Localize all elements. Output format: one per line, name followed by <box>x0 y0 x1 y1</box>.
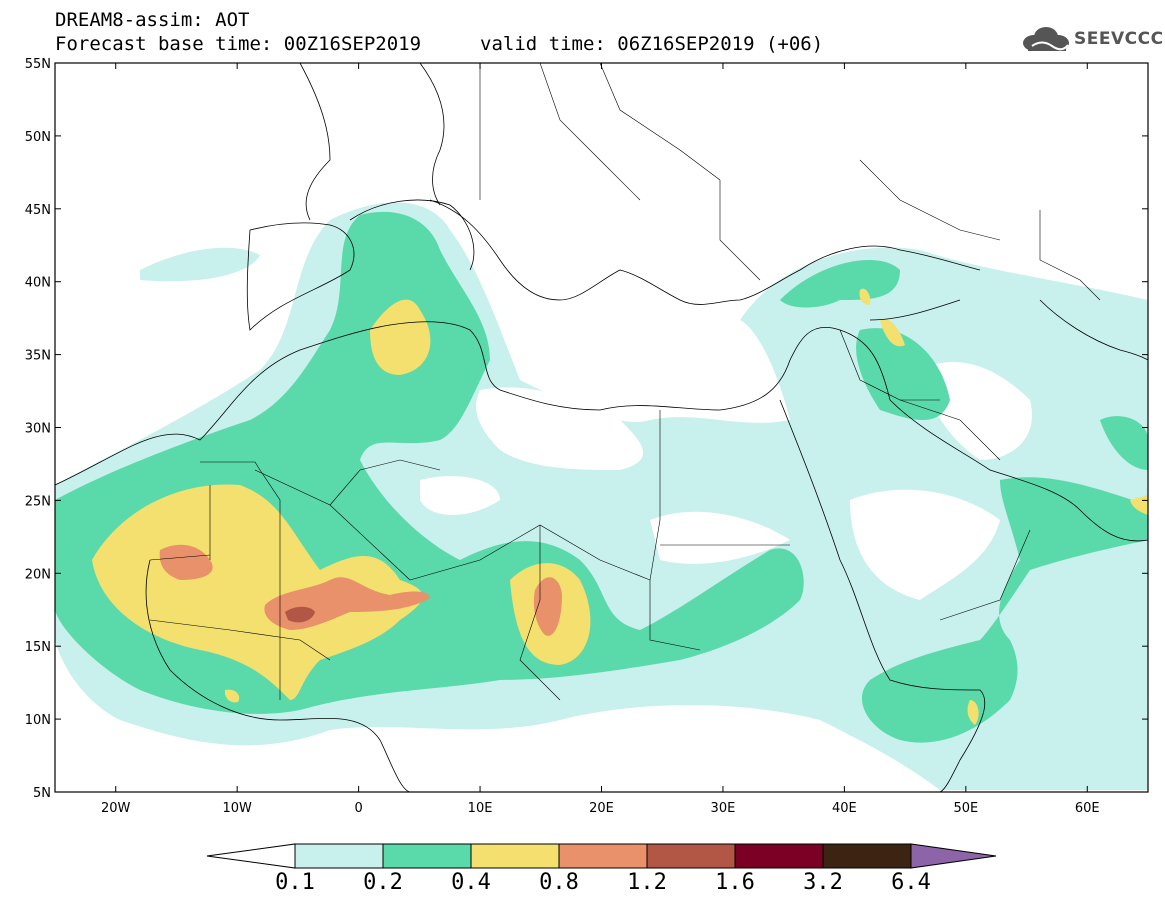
lon-label: 10E <box>468 801 493 816</box>
colorbar-segment <box>558 843 648 869</box>
lat-label: 5N <box>33 786 51 801</box>
colorbar-level-label: 0.2 <box>363 870 403 895</box>
colorbar-over-triangle <box>910 843 997 869</box>
colorbar-level-label: 1.2 <box>627 870 667 895</box>
colorbar-segment <box>822 843 912 869</box>
country-borders <box>149 63 1101 701</box>
colorbar-labels: 0.1 0.2 0.4 0.8 1.2 1.6 3.2 6.4 <box>0 870 1165 896</box>
aot-field <box>55 202 1148 790</box>
seevccc-logo: SEEVCCC <box>1018 25 1163 55</box>
aot-below-0-1 <box>420 361 1032 600</box>
colorbar <box>206 843 997 869</box>
colorbar-segment <box>294 843 384 869</box>
coastlines <box>55 63 1148 792</box>
lat-label: 10N <box>25 713 51 728</box>
aot-level-1-2 <box>285 606 315 623</box>
lat-label: 25N <box>25 494 51 509</box>
lat-label: 20N <box>25 567 51 582</box>
lon-label: 20W <box>101 801 131 816</box>
lat-label: 50N <box>25 130 51 145</box>
lat-label: 15N <box>25 640 51 655</box>
colorbar-level-label: 0.1 <box>275 870 315 895</box>
lon-label: 60E <box>1075 801 1100 816</box>
longitude-axis: 20W 10W 0 10E 20E 30E 40E 50E 60E <box>101 63 1100 816</box>
lon-label: 10W <box>222 801 252 816</box>
colorbar-segment <box>382 843 472 869</box>
latitude-axis: 55N 50N 45N 40N 35N 30N 25N 20N 15N 10N 5N <box>25 57 1148 801</box>
colorbar-under-triangle <box>206 843 296 869</box>
colorbar-level-label: 1.6 <box>715 870 755 895</box>
lon-label: 50E <box>953 801 978 816</box>
lon-label: 40E <box>832 801 857 816</box>
lat-label: 40N <box>25 276 51 291</box>
valid-time: valid time: 06Z16SEP2019 (+06) <box>480 33 824 55</box>
colorbar-segment <box>646 843 736 869</box>
logo-text: SEEVCCC <box>1074 29 1164 49</box>
lat-label: 55N <box>25 57 51 72</box>
lon-label: 20E <box>589 801 614 816</box>
cloud-icon <box>1023 27 1069 51</box>
lat-label: 30N <box>25 422 51 437</box>
colorbar-segment <box>734 843 824 869</box>
map-title: DREAM8-assim: AOT <box>55 9 250 31</box>
colorbar-level-label: 0.4 <box>451 870 491 895</box>
lat-label: 45N <box>25 203 51 218</box>
lon-label: 30E <box>711 801 736 816</box>
colorbar-level-label: 6.4 <box>891 870 931 895</box>
forecast-base-time: Forecast base time: 00Z16SEP2019 <box>55 33 422 55</box>
lat-label: 35N <box>25 349 51 364</box>
colorbar-level-label: 3.2 <box>803 870 843 895</box>
colorbar-level-label: 0.8 <box>539 870 579 895</box>
colorbar-segment <box>470 843 560 869</box>
lon-label: 0 <box>354 801 362 816</box>
